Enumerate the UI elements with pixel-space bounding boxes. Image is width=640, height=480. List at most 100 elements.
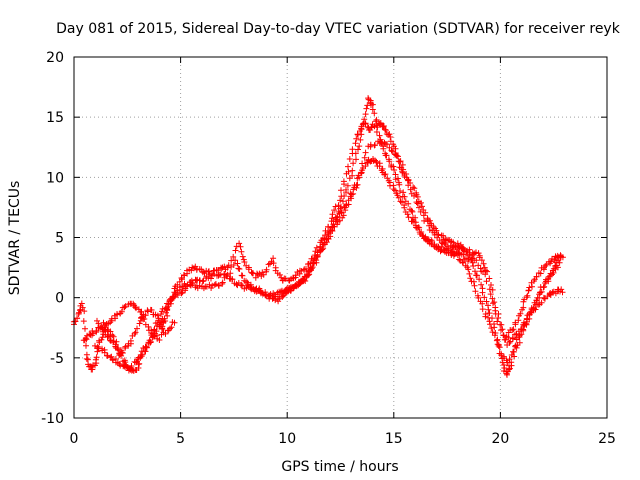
data-point	[471, 282, 478, 289]
data-point	[171, 319, 178, 326]
data-point	[552, 263, 559, 269]
data-point	[460, 259, 467, 266]
data-point	[237, 243, 244, 250]
data-point	[252, 286, 259, 293]
data-point	[178, 290, 185, 297]
data-point	[494, 318, 501, 325]
data-point	[83, 355, 90, 362]
data-point	[506, 356, 513, 363]
data-point	[476, 276, 483, 283]
data-point	[541, 283, 548, 290]
y-tick-label: 10	[46, 170, 64, 186]
data-point	[230, 262, 237, 268]
data-point	[372, 142, 378, 148]
data-point	[454, 252, 461, 259]
data-point	[221, 263, 228, 270]
data-point	[462, 248, 468, 255]
data-point	[118, 349, 125, 356]
data-point	[162, 305, 169, 312]
data-point	[313, 244, 320, 251]
data-point	[341, 193, 348, 199]
data-point	[408, 207, 415, 214]
data-point	[538, 288, 545, 295]
data-point	[79, 304, 86, 311]
data-point	[400, 166, 407, 173]
data-point	[516, 339, 523, 346]
data-point	[215, 282, 222, 289]
data-point	[489, 286, 496, 293]
data-point	[134, 325, 140, 332]
data-point	[397, 188, 403, 194]
data-point	[500, 332, 507, 339]
data-point	[382, 127, 389, 134]
y-tick-labels: -10 -5 0 5 10 15 20	[41, 50, 64, 427]
data-point	[387, 134, 394, 140]
axis-ticks	[73, 56, 608, 419]
data-point	[373, 116, 380, 123]
data-point	[276, 271, 283, 278]
data-point	[128, 363, 135, 369]
data-point	[142, 312, 149, 319]
data-point	[416, 204, 422, 211]
data-point	[331, 207, 338, 214]
data-point	[485, 314, 492, 321]
data-point	[376, 163, 383, 170]
data-point	[82, 325, 88, 332]
data-point	[350, 160, 357, 167]
data-point	[327, 233, 334, 240]
data-point	[217, 271, 224, 278]
data-point	[137, 351, 144, 358]
data-point	[164, 312, 171, 319]
data-point	[325, 224, 332, 230]
data-point	[159, 326, 166, 332]
data-point	[239, 272, 246, 279]
data-point	[368, 124, 375, 130]
data-point	[472, 288, 479, 295]
data-point	[491, 332, 498, 339]
data-point	[527, 309, 534, 316]
data-point	[151, 326, 158, 333]
data-point	[118, 308, 125, 315]
data-point	[542, 263, 549, 269]
data-point	[352, 150, 359, 157]
data-point	[546, 273, 553, 280]
data-point	[412, 214, 419, 221]
data-point	[114, 311, 121, 318]
data-point	[338, 203, 344, 210]
data-point	[510, 326, 517, 333]
data-point	[495, 343, 502, 349]
data-point	[333, 214, 340, 221]
data-point	[340, 212, 347, 219]
data-point	[265, 292, 272, 299]
data-point	[489, 295, 496, 302]
data-point	[395, 153, 401, 160]
data-point	[358, 131, 365, 138]
data-point	[183, 283, 190, 290]
data-point	[93, 327, 100, 334]
data-point	[362, 149, 369, 156]
x-axis-label: GPS time / hours	[281, 459, 398, 475]
data-point	[362, 163, 369, 170]
data-point	[122, 359, 129, 366]
data-point	[127, 337, 134, 344]
data-point	[127, 366, 134, 373]
data-point	[358, 126, 365, 133]
data-point	[348, 195, 355, 202]
data-point	[265, 261, 272, 268]
data-point	[156, 337, 163, 343]
data-point	[219, 279, 226, 286]
data-point	[342, 207, 349, 214]
data-point	[209, 270, 216, 277]
data-point	[349, 146, 356, 153]
data-point	[506, 339, 513, 346]
data-point	[373, 129, 380, 135]
data-point	[510, 335, 516, 341]
data-point	[205, 268, 212, 275]
data-point	[510, 348, 516, 355]
data-point	[357, 136, 364, 143]
data-point	[497, 321, 504, 328]
data-point	[154, 319, 161, 326]
data-point	[343, 186, 349, 193]
data-point	[145, 323, 152, 330]
x-tick-label: 15	[385, 431, 403, 447]
